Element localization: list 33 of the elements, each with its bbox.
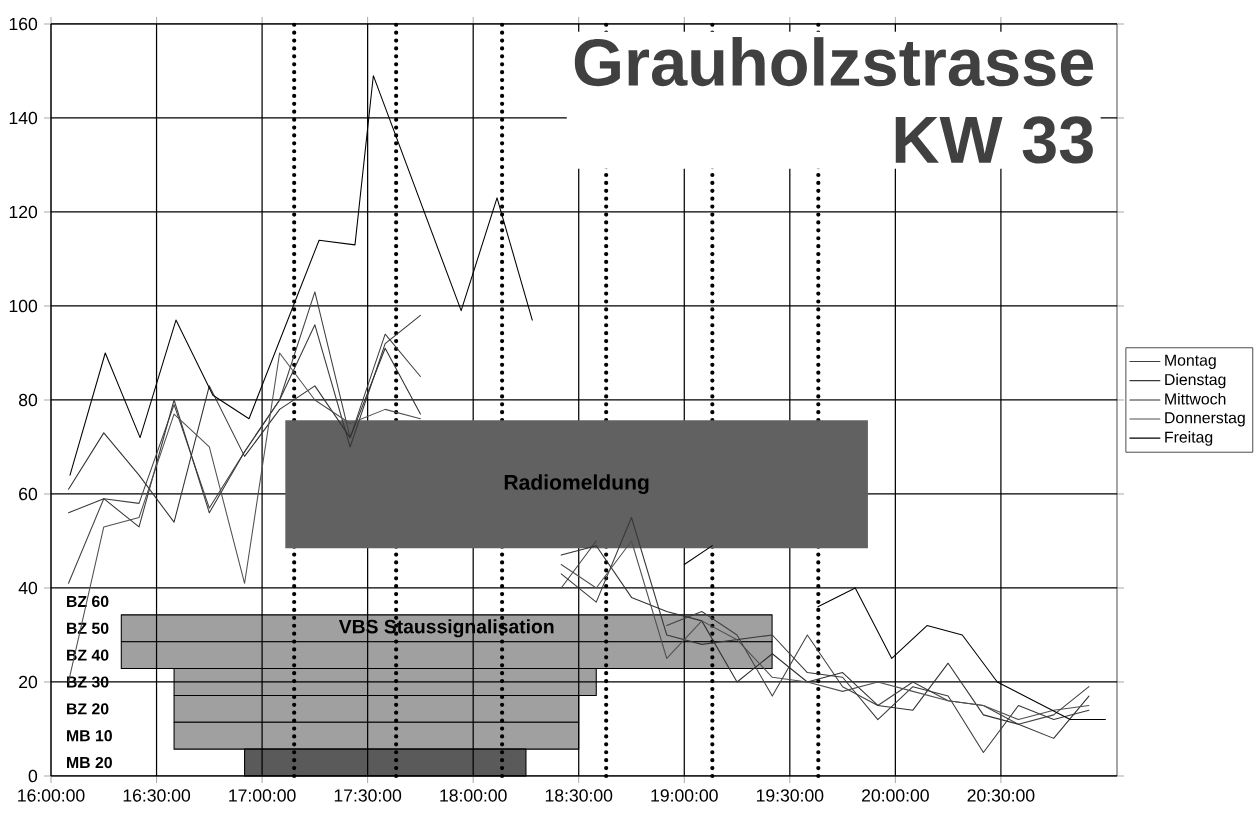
x-tick-label: 18:00:00 bbox=[440, 789, 507, 802]
y-tick-label: BZ 50 bbox=[67, 622, 109, 634]
y-tick-label: 100 bbox=[9, 299, 38, 313]
x-tick-label: 20:30:00 bbox=[967, 789, 1035, 802]
x-tick-label: 17:30:00 bbox=[334, 789, 402, 802]
legend-label: Montag bbox=[1165, 354, 1216, 369]
band-label: Radiomeldung bbox=[504, 474, 649, 495]
legend-label: Mittwoch bbox=[1165, 392, 1226, 405]
x-tick-label: 19:30:00 bbox=[756, 789, 824, 802]
chart-title: Grauholzstrasse bbox=[574, 37, 1094, 87]
y-tick-label: BZ 60 bbox=[67, 595, 109, 608]
y-tick-label: MB 20 bbox=[67, 756, 112, 769]
y-tick-label: 140 bbox=[9, 111, 38, 125]
x-tick-label: 20:00:00 bbox=[862, 789, 929, 802]
x-tick-label: 16:30:00 bbox=[123, 789, 191, 802]
legend-label: Freitag bbox=[1165, 431, 1213, 446]
y-tick-label: 20 bbox=[19, 675, 38, 689]
y-tick-label: BZ 20 bbox=[67, 703, 109, 715]
y-tick-label: MB 10 bbox=[67, 730, 112, 742]
x-tick-label: 16:00:00 bbox=[18, 789, 85, 802]
x-tick-label: 17:00:00 bbox=[229, 789, 296, 802]
y-tick-label: 120 bbox=[9, 205, 38, 219]
y-tick-label: 0 bbox=[28, 769, 38, 783]
legend-label: Donnerstag bbox=[1165, 412, 1245, 427]
y-tick-label: 160 bbox=[9, 17, 38, 31]
text: KW 33 bbox=[895, 116, 1093, 164]
y-tick-label: BZ 40 bbox=[67, 649, 109, 661]
y-tick-label: 80 bbox=[18, 393, 38, 407]
x-tick-label: 19:00:00 bbox=[651, 789, 718, 802]
y-tick-label: 60 bbox=[19, 487, 38, 501]
legend-label: Dienstag bbox=[1165, 373, 1226, 389]
x-tick-label: 18:30:00 bbox=[545, 789, 613, 802]
y-tick-label: 40 bbox=[18, 581, 38, 595]
